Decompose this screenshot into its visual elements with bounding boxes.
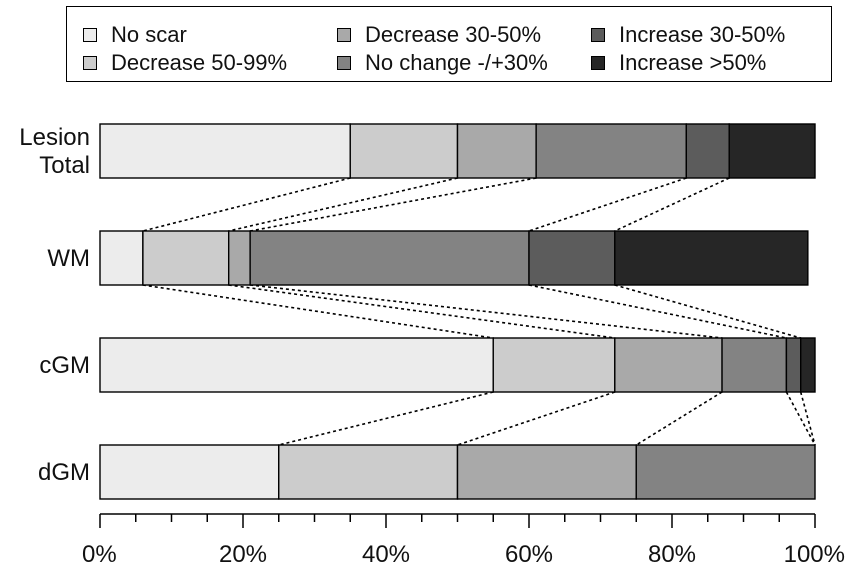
bar-segment-wm-increase-50 [614, 230, 809, 286]
bar-segment-dgm-decrease-30-50 [456, 444, 637, 500]
bar-segment-cgm-increase-30-50 [785, 337, 802, 393]
connector-line-lesion-total-2 [228, 177, 458, 232]
legend-swatch-increase-over-50 [591, 56, 605, 70]
bar-segment-wm-decrease-50-99 [142, 230, 230, 286]
legend-label-no-change: No change -/+30% [365, 50, 548, 75]
category-label-wm: WM [47, 245, 90, 272]
x-tick-label-40: 40% [362, 541, 410, 568]
connector-line-lesion-total-5 [614, 177, 730, 232]
legend-item-increase-30-50: Increase 30-50% [591, 23, 785, 47]
x-tick-label-0: 0% [82, 541, 117, 568]
bar-segment-wm-decrease-30-50 [227, 230, 251, 286]
category-labels: Lesion Total WM cGM dGM [19, 124, 90, 486]
bar-segment-dgm-decrease-50-99 [278, 444, 459, 500]
category-label-cgm: cGM [39, 352, 90, 379]
bar-segment-dgm-no-change-30 [635, 444, 816, 500]
legend-item-no-scar: No scar [83, 23, 187, 47]
x-tick-label-20: 20% [219, 541, 267, 568]
category-label-dgm: dGM [38, 459, 90, 486]
bar-segment-lesion-total-increase-50 [728, 123, 816, 179]
legend-label-increase-over-50: Increase >50% [619, 50, 767, 75]
legend-item-decrease-30-50: Decrease 30-50% [337, 23, 541, 47]
x-axis: 0% 20% 40% 60% 80% 100% [82, 513, 845, 568]
connector-line-wm-2 [228, 284, 615, 339]
legend-swatch-no-change [337, 56, 351, 70]
connector-line-wm-5 [614, 284, 801, 339]
connector-line-wm-4 [528, 284, 787, 339]
bar-segment-lesion-total-increase-30-50 [685, 123, 730, 179]
category-label-lesion-total: Lesion Total [19, 124, 90, 179]
legend-item-no-change: No change -/+30% [337, 51, 548, 75]
legend-swatch-decrease-30-50 [337, 28, 351, 42]
bars [99, 123, 816, 500]
legend-label-decrease-50-99: Decrease 50-99% [111, 50, 288, 75]
bar-segment-lesion-total-decrease-30-50 [456, 123, 537, 179]
connector-line-lesion-total-3 [250, 177, 537, 232]
connector-line-wm-3 [250, 284, 723, 339]
legend-label-no-scar: No scar [111, 22, 187, 47]
legend-item-decrease-50-99: Decrease 50-99% [83, 51, 287, 75]
bar-segment-lesion-total-no-change-30 [535, 123, 688, 179]
bar-segment-cgm-no-change-30 [721, 337, 788, 393]
legend-label-decrease-30-50: Decrease 30-50% [365, 22, 542, 47]
connector-line-cgm-2 [457, 391, 616, 446]
bar-segment-wm-no-change-30 [249, 230, 530, 286]
connector-line-cgm-5 [799, 391, 816, 446]
bar-segment-lesion-total-decrease-50-99 [349, 123, 459, 179]
connector-line-cgm-1 [278, 391, 494, 446]
legend-swatch-increase-30-50 [591, 28, 605, 42]
connector-line-lesion-total-4 [528, 177, 687, 232]
connector-line-cgm-4 [785, 391, 816, 446]
legend-label-increase-30-50: Increase 30-50% [619, 22, 786, 47]
connector-line-lesion-total-1 [142, 177, 351, 232]
legend: No scar Decrease 50-99% Decrease 30-50% … [66, 6, 832, 82]
bar-segment-lesion-total-no-scar [99, 123, 351, 179]
bar-segment-dgm-no-scar [99, 444, 280, 500]
bar-segment-cgm-no-scar [99, 337, 494, 393]
bar-segment-cgm-decrease-50-99 [492, 337, 616, 393]
x-tick-label-60: 60% [505, 541, 553, 568]
bar-segment-wm-no-scar [99, 230, 144, 286]
connector-line-cgm-3 [635, 391, 723, 446]
legend-swatch-no-scar [83, 28, 97, 42]
bar-segment-cgm-increase-50 [800, 337, 816, 393]
x-tick-label-80: 80% [648, 541, 696, 568]
legend-swatch-decrease-50-99 [83, 56, 97, 70]
legend-item-increase-over-50: Increase >50% [591, 51, 766, 75]
x-tick-label-100: 100% [784, 541, 845, 568]
bar-segment-wm-increase-30-50 [528, 230, 616, 286]
connector-lines [142, 177, 816, 446]
bar-segment-cgm-decrease-30-50 [614, 337, 723, 393]
connector-line-wm-1 [142, 284, 494, 339]
